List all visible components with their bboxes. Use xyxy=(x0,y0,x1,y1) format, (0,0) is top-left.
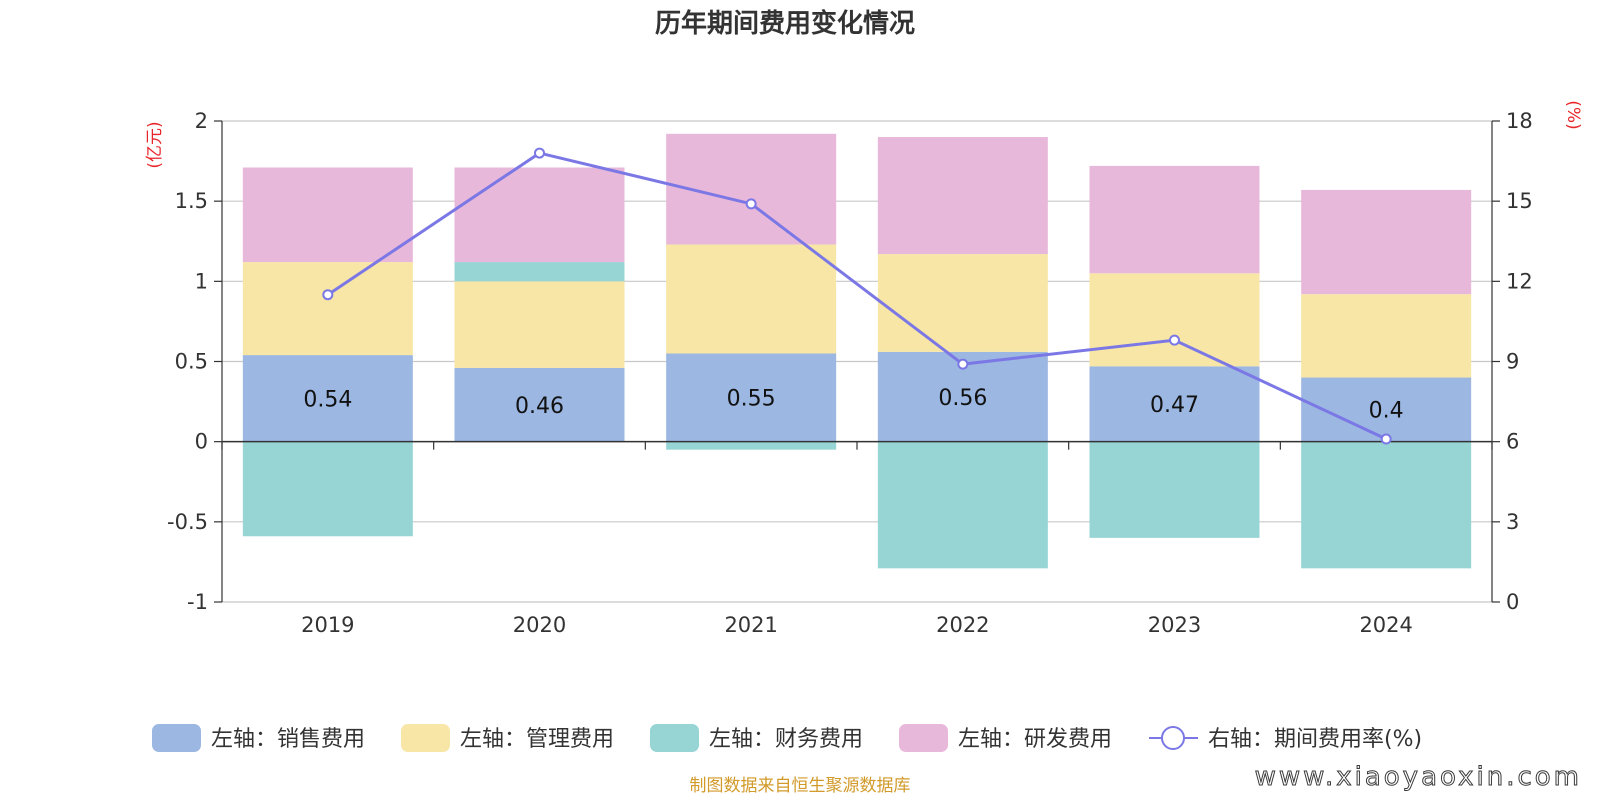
right-axis-tick-label: 12 xyxy=(1506,269,1533,293)
bar-2020-series-3 xyxy=(454,167,625,263)
bar-2024-series-1 xyxy=(1301,294,1472,378)
right-axis-tick-label: 3 xyxy=(1506,510,1519,534)
left-axis-tick-label: 0 xyxy=(195,430,208,454)
bar-value-label: 0.56 xyxy=(938,386,987,411)
bar-value-label: 0.47 xyxy=(1150,393,1199,418)
axes: 2 1.5 1 0.5 0 -0.5 -1 18 15 12 9 6 3 0 2019 2020 2021 202… xyxy=(167,109,1533,637)
x-axis-tick-label: 2022 xyxy=(936,613,989,637)
right-axis-unit: (%) xyxy=(1563,100,1583,129)
bar-labels: 0.54 0.46 0.55 0.56 0.47 0.4 xyxy=(303,386,1403,424)
bar-2023-series-0 xyxy=(1089,366,1260,442)
expense-rate-point xyxy=(534,147,545,159)
bar-2023-series-1 xyxy=(1089,273,1260,367)
legend-label-3: 左轴：研发费用 xyxy=(958,727,1112,752)
right-axis-tick-label: 6 xyxy=(1506,430,1519,454)
legend-swatch-1 xyxy=(401,724,450,752)
left-axis-tick-label: -1 xyxy=(187,590,208,614)
x-axis-tick-label: 2020 xyxy=(513,613,566,637)
expense-rate-line xyxy=(326,151,1387,441)
left-axis-unit: (亿元) xyxy=(145,121,165,168)
expense-rate-point xyxy=(957,358,969,370)
legend-swatch-0 xyxy=(152,724,201,752)
bar-2021-series-2 xyxy=(666,441,837,450)
bar-2020-series-1 xyxy=(454,281,625,368)
bar-2021-series-1 xyxy=(666,244,837,354)
bar-2024-series-0 xyxy=(1301,377,1472,442)
bar-2019-series-1 xyxy=(242,262,413,356)
legend-label-1: 左轴：管理费用 xyxy=(460,727,614,752)
bar-2019-series-3 xyxy=(242,167,413,263)
left-axis-tick-label: 1 xyxy=(195,269,208,293)
legend-line-marker xyxy=(1161,726,1185,750)
left-axis-tick-label: 2 xyxy=(195,109,208,133)
x-axis-tick-label: 2024 xyxy=(1359,613,1412,637)
expense-rate-point xyxy=(1380,433,1392,445)
right-axis-tick-label: 9 xyxy=(1506,350,1519,374)
bar-2023-series-3 xyxy=(1089,165,1260,274)
bar-2022-series-3 xyxy=(877,137,1048,255)
right-axis-tick-label: 15 xyxy=(1506,189,1533,213)
left-axis-tick-label: 1.5 xyxy=(175,189,208,213)
expense-rate-point xyxy=(1169,334,1180,346)
bar-value-label: 0.55 xyxy=(727,387,776,412)
expense-rate-point xyxy=(745,198,757,210)
bar-value-label: 0.46 xyxy=(515,394,564,419)
watermark: www.xiaoyaoxin.com xyxy=(1255,762,1582,792)
bar-2022-series-1 xyxy=(877,254,1048,352)
legend-label-2: 左轴：财务费用 xyxy=(709,727,863,752)
left-axis-tick-label: -0.5 xyxy=(167,510,208,534)
legend-label-0: 左轴：销售费用 xyxy=(211,727,365,752)
legend-label-line: 右轴：期间费用率(%) xyxy=(1208,727,1422,752)
line-series xyxy=(322,147,1392,445)
legend-swatch-2 xyxy=(650,724,699,752)
bar-2022-series-2 xyxy=(877,441,1048,569)
bar-2024-series-2 xyxy=(1301,441,1472,569)
bar-2024-series-3 xyxy=(1301,189,1472,295)
bar-2019-series-0 xyxy=(242,355,413,442)
x-axis-tick-label: 2019 xyxy=(301,613,354,637)
bar-2020-series-0 xyxy=(454,367,625,442)
chart-title: 历年期间费用变化情况 xyxy=(655,8,915,39)
right-axis-tick-label: 18 xyxy=(1506,109,1533,133)
x-axis-tick-label: 2023 xyxy=(1148,613,1201,637)
expense-rate-point xyxy=(322,289,334,301)
bar-2021-series-0 xyxy=(666,353,837,442)
legend-swatch-3 xyxy=(899,724,948,752)
bar-value-label: 0.4 xyxy=(1369,399,1404,424)
legend: 左轴：销售费用 左轴：管理费用 左轴：财务费用 左轴：研发费用 右轴：期间费用率(%) xyxy=(152,724,1422,752)
right-axis-tick-label: 0 xyxy=(1506,590,1519,614)
left-axis-tick-label: 0.5 xyxy=(175,350,208,374)
bar-2020-series-2 xyxy=(454,262,625,282)
bar-value-label: 0.54 xyxy=(303,387,352,412)
bars xyxy=(242,133,1472,569)
bar-2023-series-2 xyxy=(1089,441,1260,538)
bar-2019-series-2 xyxy=(242,441,413,537)
source-note: 制图数据来自恒生聚源数据库 xyxy=(690,776,911,796)
x-axis-tick-label: 2021 xyxy=(724,613,777,637)
